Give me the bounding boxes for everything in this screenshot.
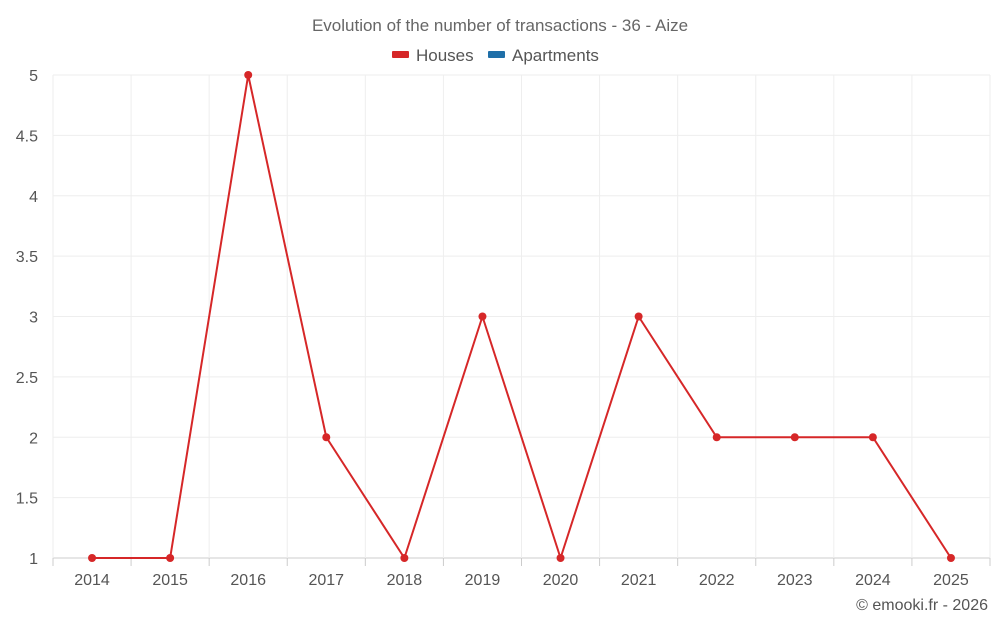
- legend-label-apartments: Apartments: [512, 46, 599, 65]
- y-tick-label: 4: [29, 189, 38, 206]
- x-tick-label: 2018: [387, 572, 423, 589]
- x-tick-label: 2017: [308, 572, 344, 589]
- data-point-houses[interactable]: [322, 433, 331, 442]
- x-tick-label: 2015: [152, 572, 188, 589]
- data-point-houses[interactable]: [712, 433, 721, 442]
- x-tick-label: 2019: [465, 572, 501, 589]
- y-tick-label: 3.5: [16, 249, 38, 266]
- y-tick-label: 1: [29, 551, 38, 568]
- x-tick-label: 2016: [230, 572, 266, 589]
- x-tick-label: 2023: [777, 572, 813, 589]
- data-point-houses[interactable]: [400, 554, 409, 562]
- data-point-houses[interactable]: [790, 433, 799, 442]
- y-tick-label: 3: [29, 310, 38, 327]
- series-houses: [88, 71, 955, 562]
- chart-title: Evolution of the number of transactions …: [312, 16, 688, 35]
- data-point-houses[interactable]: [556, 554, 565, 562]
- data-point-houses[interactable]: [868, 433, 877, 442]
- credit-text: © emooki.fr - 2026: [856, 597, 988, 614]
- series-line-houses: [92, 74, 952, 559]
- legend-swatch-apartments: [488, 51, 505, 58]
- x-tick-label: 2014: [74, 572, 110, 589]
- data-point-houses[interactable]: [478, 312, 487, 321]
- grid: [52, 74, 991, 566]
- x-tick-label: 2022: [699, 572, 735, 589]
- y-tick-label: 2.5: [16, 370, 38, 387]
- legend: Houses Apartments: [392, 46, 599, 65]
- y-tick-label: 5: [29, 68, 38, 85]
- y-tick-label: 1.5: [16, 491, 38, 508]
- data-point-houses[interactable]: [946, 554, 955, 562]
- y-axis-ticks: 1 1.5 2 2.5 3 3.5 4 4.5 5: [16, 68, 38, 568]
- data-point-houses[interactable]: [166, 554, 175, 562]
- x-tick-label: 2021: [621, 572, 657, 589]
- legend-swatch-houses: [392, 51, 409, 58]
- y-tick-label: 2: [29, 430, 38, 447]
- x-tick-label: 2025: [933, 572, 969, 589]
- x-tick-label: 2020: [543, 572, 579, 589]
- x-tick-label: 2024: [855, 572, 891, 589]
- data-point-houses[interactable]: [634, 312, 643, 321]
- data-point-houses[interactable]: [88, 554, 97, 562]
- legend-label-houses: Houses: [416, 46, 474, 65]
- data-point-houses[interactable]: [244, 71, 253, 79]
- legend-item-apartments[interactable]: Apartments: [488, 46, 599, 65]
- y-tick-label: 4.5: [16, 128, 38, 145]
- x-axis-ticks: 2014 2015 2016 2017 2018 2019 2020 2021 2022 2023…: [74, 572, 969, 589]
- legend-item-houses[interactable]: Houses: [392, 46, 474, 65]
